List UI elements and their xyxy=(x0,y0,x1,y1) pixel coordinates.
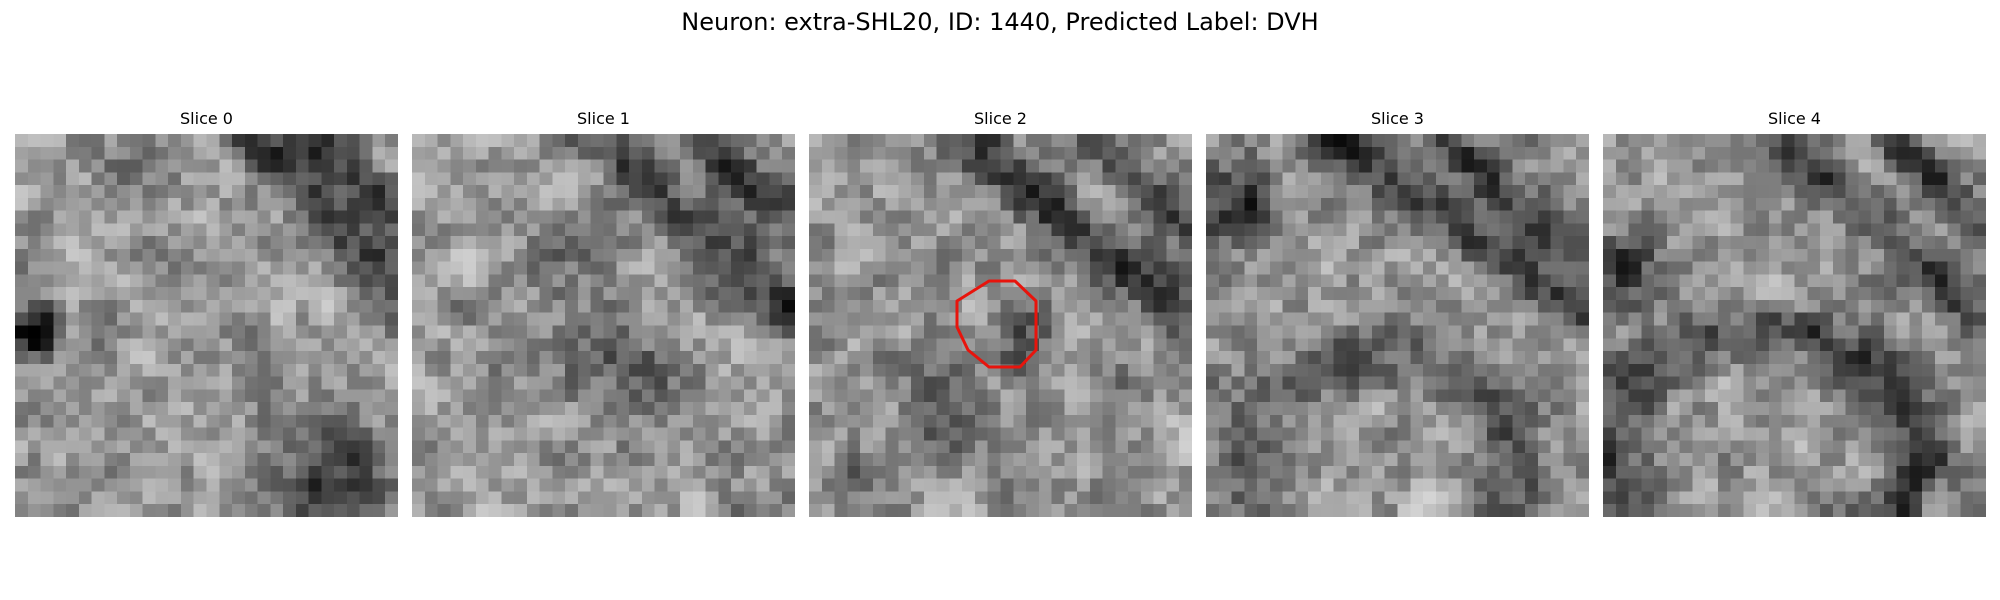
slice-title-1: Slice 1 xyxy=(577,109,630,128)
slice-image-0 xyxy=(15,134,398,517)
slice-title-0: Slice 0 xyxy=(180,109,233,128)
slice-panel-3: Slice 3 xyxy=(1206,108,1589,522)
roi-octagon-outline xyxy=(955,279,1038,369)
slice-image-3 xyxy=(1206,134,1589,517)
slice-title-4: Slice 4 xyxy=(1768,109,1821,128)
slice-image-2 xyxy=(809,134,1192,517)
slice-panel-4: Slice 4 xyxy=(1603,108,1986,522)
slice-title-3: Slice 3 xyxy=(1371,109,1424,128)
slice-image-1 xyxy=(412,134,795,517)
figure-title: Neuron: extra-SHL20, ID: 1440, Predicted… xyxy=(681,8,1319,36)
slice-image-4 xyxy=(1603,134,1986,517)
slice-panel-2: Slice 2 xyxy=(809,108,1192,522)
slice-title-2: Slice 2 xyxy=(974,109,1027,128)
slice-panel-1: Slice 1 xyxy=(412,108,795,522)
slice-panel-0: Slice 0 xyxy=(15,108,398,522)
